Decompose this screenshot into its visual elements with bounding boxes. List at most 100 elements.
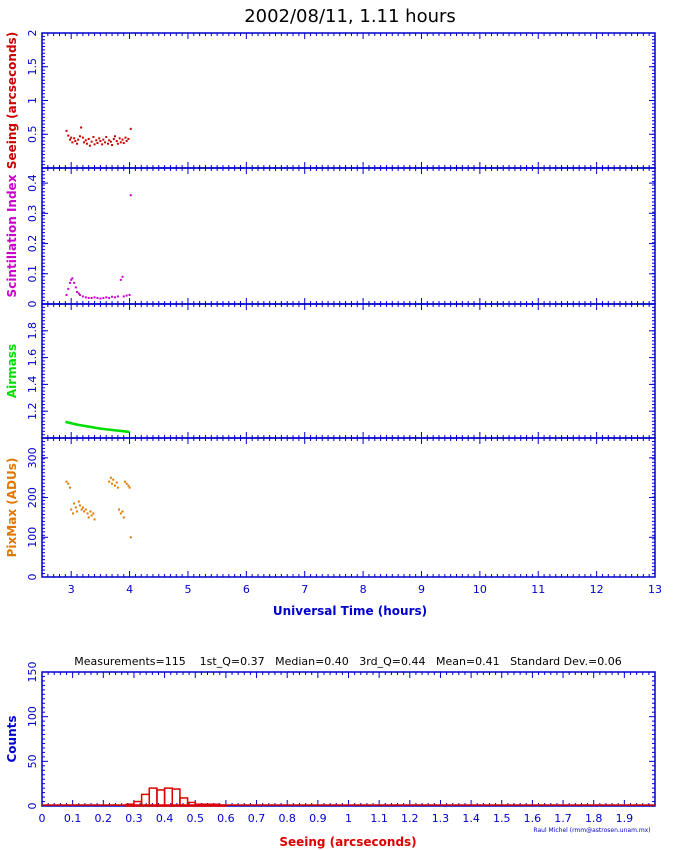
- chart-title: 2002/08/11, 1.11 hours: [244, 6, 456, 27]
- y-tick-label: 200: [26, 487, 39, 508]
- data-point: [86, 512, 89, 515]
- data-point: [87, 296, 90, 299]
- data-point: [83, 141, 86, 144]
- series-line: [65, 420, 130, 434]
- data-point: [115, 140, 118, 142]
- data-point: [109, 140, 112, 143]
- x-tick-label: 9: [418, 583, 425, 596]
- y-tick-label: 100: [26, 527, 39, 548]
- data-point: [105, 296, 108, 299]
- data-point: [124, 136, 127, 139]
- y-tick-label: 0.2: [26, 235, 39, 253]
- y-tick-label: 2: [26, 30, 39, 37]
- data-point: [101, 143, 104, 146]
- histogram-ylabel: Counts: [5, 715, 19, 762]
- data-point: [84, 508, 87, 511]
- x-tick-label: 7: [301, 583, 308, 596]
- data-point: [99, 297, 102, 300]
- credit-text: Raul Michel (rmm@astrosen.unam.mx): [533, 827, 650, 834]
- data-point: [71, 141, 74, 144]
- data-point: [125, 294, 128, 297]
- data-point: [71, 512, 74, 515]
- data-point: [118, 137, 121, 140]
- histogram-bar: [217, 804, 227, 807]
- x-tick-label: 0: [39, 812, 46, 825]
- data-point: [70, 508, 73, 511]
- data-point: [92, 512, 95, 515]
- data-point: [80, 508, 83, 511]
- histogram-stats: Measurements=115 1st_Q=0.37 Median=0.40 …: [74, 655, 622, 668]
- panel-scintillation: 0 0.1 0.2 0.3 0.4 Scintillation Index: [5, 167, 656, 308]
- data-point: [116, 295, 119, 298]
- data-point: [122, 295, 125, 298]
- y-tick-label: 300: [26, 447, 39, 468]
- data-point: [108, 480, 111, 483]
- data-point: [118, 508, 121, 511]
- data-point: [104, 141, 107, 144]
- y-tick-label: 1.5: [26, 58, 39, 76]
- histogram-panel: 0 0.1 0.2 0.3 0.4 0.5 0.6 0.7 0.8 0.9 1 1.1 1.2 1.3 1.…: [5, 662, 656, 825]
- data-point: [105, 135, 108, 138]
- x-tick-label: 0.2: [95, 812, 113, 825]
- data-point: [119, 278, 122, 281]
- data-point: [74, 286, 77, 289]
- x-tick-label: 0.5: [187, 812, 205, 825]
- x-tick-label: 13: [648, 583, 662, 596]
- x-tick-label: 1: [345, 812, 352, 825]
- data-point: [67, 287, 70, 290]
- data-point: [67, 134, 70, 137]
- data-point: [125, 482, 128, 485]
- data-point: [93, 296, 96, 299]
- data-point: [92, 135, 95, 138]
- data-point: [95, 139, 98, 142]
- data-point: [74, 140, 77, 142]
- y-tick-label: 0.4: [26, 174, 39, 192]
- panel-frame: [41, 437, 656, 578]
- data-point: [93, 518, 96, 521]
- data-point: [106, 142, 109, 145]
- y-axis-label: PixMax (ADUs): [5, 458, 19, 558]
- y-tick-label: 1.6: [26, 349, 39, 367]
- y-tick-label: 1.2: [26, 402, 39, 420]
- y-tick-label: 0: [26, 803, 39, 810]
- data-point: [108, 296, 111, 299]
- data-point: [125, 140, 128, 142]
- data-point: [111, 295, 114, 298]
- time-axis-label: Universal Time (hours): [273, 604, 427, 618]
- x-tick-label: 0.7: [248, 812, 266, 825]
- x-tick-label: 3: [68, 583, 75, 596]
- data-point: [102, 138, 105, 141]
- y-tick-label: 0: [26, 301, 39, 308]
- data-point: [78, 135, 81, 138]
- data-point: [81, 506, 84, 509]
- data-point: [78, 504, 81, 507]
- data-point: [77, 292, 80, 295]
- data-point: [102, 296, 105, 299]
- x-tick-label: 1.4: [462, 812, 480, 825]
- x-tick-label: 0.8: [278, 812, 296, 825]
- x-tick-label: 1.7: [554, 812, 572, 825]
- data-point: [112, 137, 115, 140]
- x-tick-label: 8: [360, 583, 367, 596]
- y-tick-label: 0.3: [26, 205, 39, 223]
- x-tick-label: 1.3: [432, 812, 450, 825]
- data-point: [113, 296, 116, 299]
- data-point: [69, 138, 72, 141]
- data-point: [113, 135, 116, 138]
- x-tick-label: 1.6: [524, 812, 542, 825]
- x-tick-label: 1.2: [401, 812, 419, 825]
- data-point: [119, 141, 122, 144]
- histogram-xlabel: Seeing (arcseconds): [279, 835, 416, 849]
- data-point: [90, 296, 93, 299]
- data-point: [70, 136, 73, 139]
- y-tick-label: 1.4: [26, 376, 39, 394]
- data-point: [99, 140, 102, 142]
- data-point: [69, 281, 72, 284]
- data-point: [116, 486, 119, 489]
- data-point: [81, 295, 84, 298]
- y-axis-label: Scintillation Index: [5, 174, 19, 297]
- x-tick-label: 11: [531, 583, 545, 596]
- data-point: [76, 290, 79, 293]
- x-tick-label: 0.1: [64, 812, 82, 825]
- data-point: [122, 516, 125, 519]
